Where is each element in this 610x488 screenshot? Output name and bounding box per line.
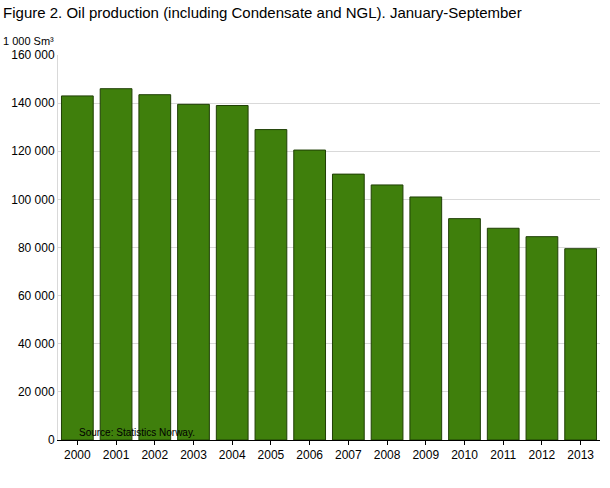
svg-text:2003: 2003 <box>180 448 207 462</box>
svg-text:2005: 2005 <box>258 448 285 462</box>
svg-text:2012: 2012 <box>529 448 556 462</box>
svg-text:160 000: 160 000 <box>11 48 55 62</box>
svg-text:2001: 2001 <box>103 448 130 462</box>
svg-text:0: 0 <box>48 433 55 447</box>
svg-text:2011: 2011 <box>490 448 516 462</box>
svg-text:1 000 Sm³: 1 000 Sm³ <box>3 35 54 47</box>
svg-text:2010: 2010 <box>451 448 478 462</box>
svg-text:2002: 2002 <box>141 448 168 462</box>
svg-text:2000: 2000 <box>64 448 91 462</box>
svg-text:2004: 2004 <box>219 448 246 462</box>
svg-text:120 000: 120 000 <box>11 144 55 158</box>
svg-text:60 000: 60 000 <box>18 289 55 303</box>
svg-text:2008: 2008 <box>374 448 401 462</box>
svg-text:80 000: 80 000 <box>18 241 55 255</box>
svg-text:2006: 2006 <box>296 448 323 462</box>
svg-text:100 000: 100 000 <box>11 193 55 207</box>
svg-text:2009: 2009 <box>412 448 439 462</box>
svg-text:20 000: 20 000 <box>18 385 55 399</box>
svg-text:Figure 2. Oil production (incl: Figure 2. Oil production (including Cond… <box>3 4 522 21</box>
svg-text:2013: 2013 <box>567 448 594 462</box>
svg-text:40 000: 40 000 <box>18 337 55 351</box>
svg-text:140 000: 140 000 <box>11 96 55 110</box>
svg-text:Source: Statistics Norway.: Source: Statistics Norway. <box>79 427 195 438</box>
svg-text:2007: 2007 <box>335 448 362 462</box>
